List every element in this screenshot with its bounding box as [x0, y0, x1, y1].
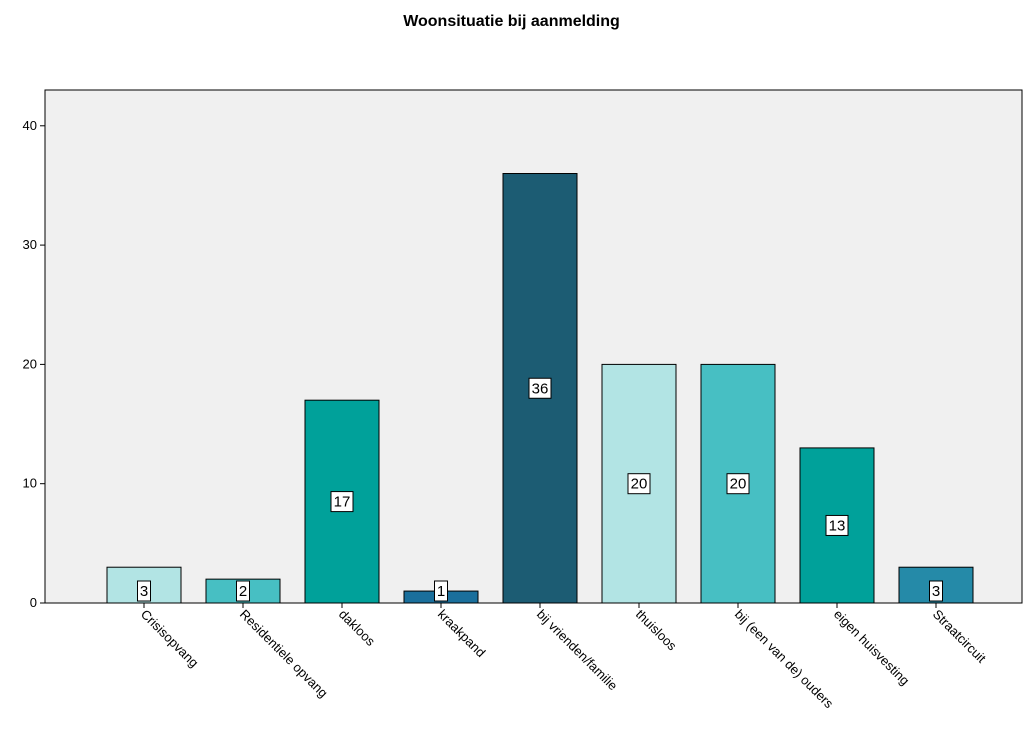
data-label-box: [627, 473, 651, 495]
y-tick-label: 10: [23, 476, 37, 491]
y-tick-label: 40: [23, 118, 37, 133]
data-label: 3: [932, 583, 940, 600]
data-label-box: [825, 514, 849, 536]
data-label-box: [528, 377, 552, 399]
category-label: Crisisopvang: [138, 607, 202, 671]
data-label-box: [236, 580, 250, 602]
data-label: 1: [437, 583, 445, 600]
data-label: 20: [730, 476, 747, 493]
data-label-box: [330, 491, 354, 513]
y-tick-label: 20: [23, 356, 37, 371]
y-tick-label: 0: [30, 595, 37, 610]
y-tick-label: 30: [23, 237, 37, 252]
chart-title: Woonsituatie bij aanmelding: [403, 13, 620, 30]
data-label: 17: [334, 494, 351, 511]
data-label: 3: [140, 583, 148, 600]
category-label: bij vrienden/familie: [534, 607, 621, 694]
category-label: bij (een van de) ouders: [732, 607, 837, 712]
bars: 3 2 17 1 36 20 20 13 3: [106, 173, 974, 604]
data-label-box: [726, 473, 750, 495]
category-label: Residentiele opvang: [237, 607, 331, 701]
data-label: 2: [239, 583, 247, 600]
data-label-box: [434, 580, 448, 602]
data-label-box: [137, 580, 151, 602]
category-label: eigen huisvesting: [831, 607, 913, 689]
data-label-box: [929, 580, 943, 602]
data-label: 36: [532, 380, 549, 397]
data-label: 13: [829, 517, 846, 534]
category-label: thuisloos: [633, 607, 680, 654]
category-label: dakloos: [336, 607, 379, 650]
category-labels: Crisisopvang Residentiele opvang dakloos kr…: [138, 603, 989, 711]
data-label: 20: [631, 476, 648, 493]
category-label: Straatcircuit: [930, 607, 989, 666]
category-label: kraakpand: [435, 607, 489, 661]
